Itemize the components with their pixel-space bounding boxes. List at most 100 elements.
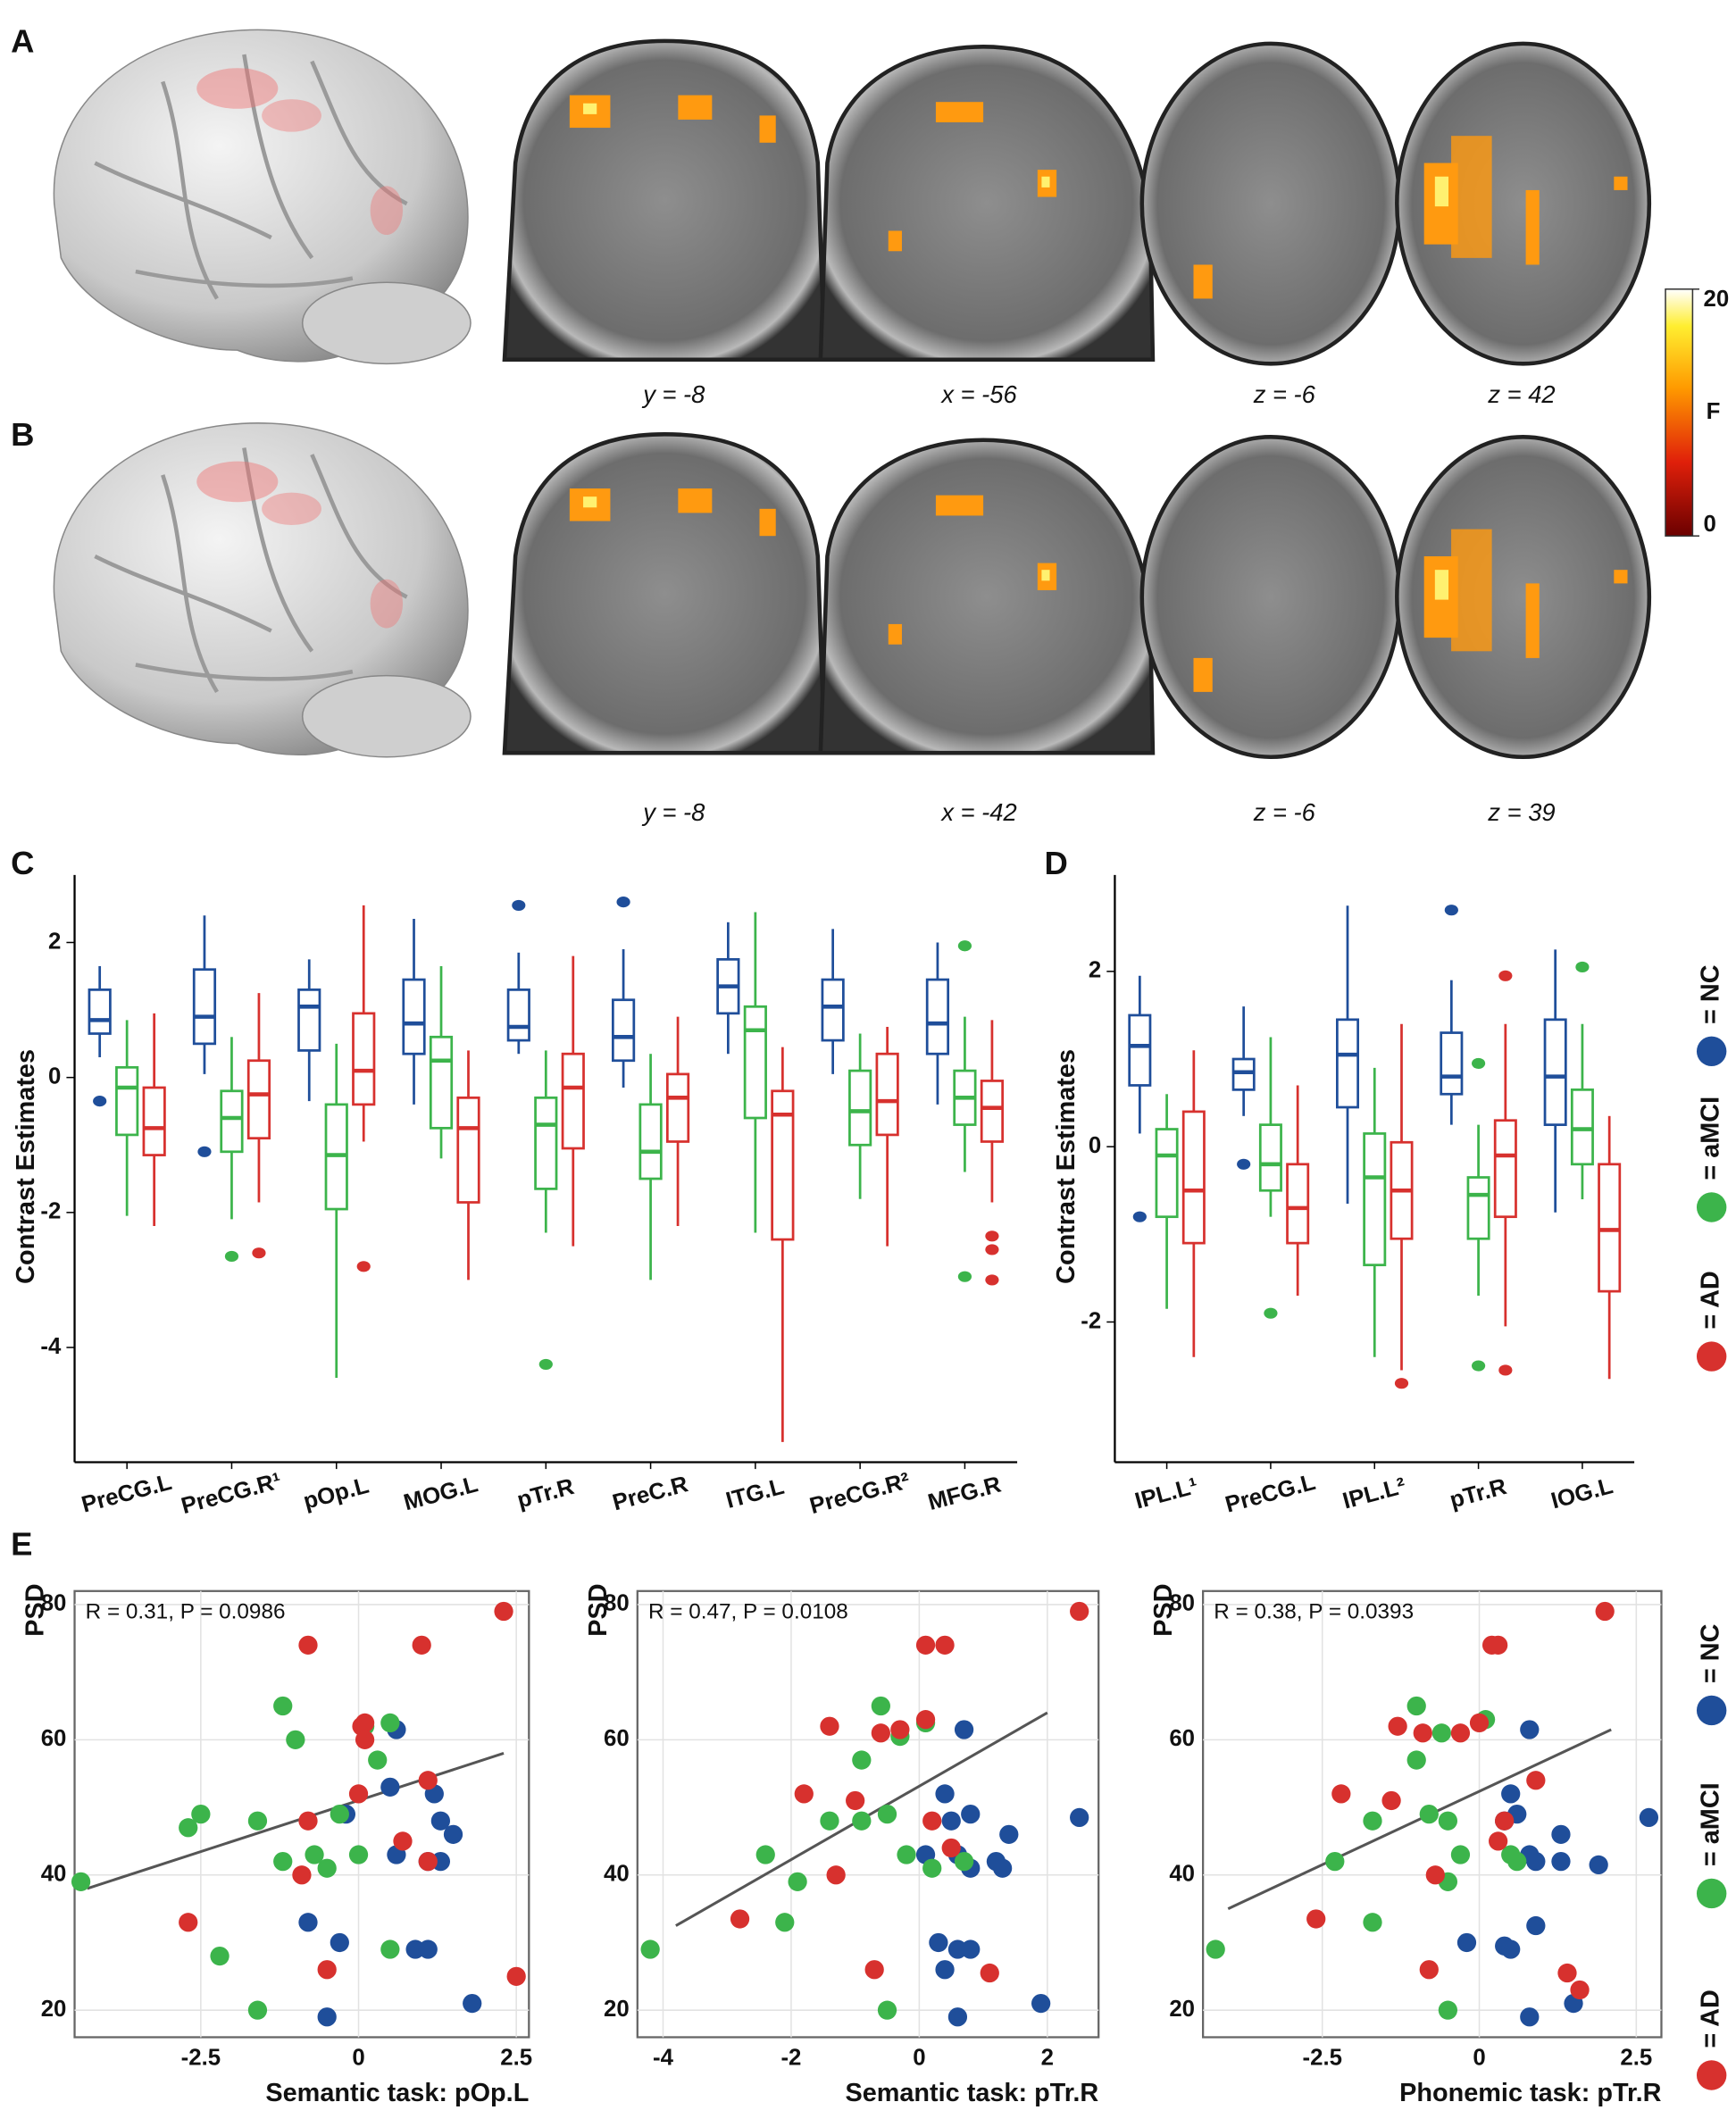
- y-axis-label: PSD: [21, 1583, 50, 1636]
- x-tick-label: pTr.R: [1447, 1474, 1509, 1514]
- point: [775, 1913, 795, 1932]
- outlier: [356, 1261, 371, 1272]
- x-tick-label: PreCG.L: [79, 1470, 174, 1518]
- box: [1128, 1013, 1152, 1087]
- point: [1438, 2000, 1458, 2020]
- box: [1543, 1018, 1567, 1126]
- outlier: [1237, 1158, 1251, 1170]
- colorbar-tick-label: 0: [1704, 512, 1716, 537]
- x-tick-label: IOG.L: [1548, 1473, 1615, 1514]
- brain-row-a: [54, 29, 1651, 363]
- box: [534, 1096, 558, 1190]
- x-tick-label: PreC.R: [610, 1472, 691, 1515]
- point: [317, 2007, 337, 2027]
- y-tick-label: 60: [1169, 1726, 1195, 1751]
- colorbar-label: F: [1707, 399, 1721, 424]
- point: [1489, 1831, 1508, 1851]
- outlier: [252, 1247, 266, 1259]
- point: [298, 1913, 318, 1932]
- point: [897, 1845, 916, 1864]
- point: [305, 1845, 324, 1864]
- point: [820, 1811, 839, 1831]
- outlier: [1264, 1307, 1278, 1319]
- y-axis-label: Contrast Estimates: [1052, 1049, 1081, 1284]
- point: [915, 1635, 936, 1655]
- panel-label: A: [11, 23, 34, 60]
- point: [1431, 1723, 1451, 1743]
- point: [929, 1932, 948, 1953]
- x-tick-label: IPL.L¹: [1132, 1473, 1200, 1514]
- x-axis-label: Phonemic task: pTr.R: [1399, 2079, 1661, 2107]
- panel-label: B: [11, 416, 34, 453]
- annotation: R = 0.47, P = 0.0108: [648, 1600, 848, 1624]
- x-tick-label: 2.5: [1620, 2046, 1652, 2071]
- box: [220, 1089, 244, 1154]
- point: [506, 1966, 526, 1986]
- box: [980, 1080, 1005, 1143]
- legend-marker: [1696, 1341, 1727, 1372]
- point: [330, 1804, 349, 1824]
- point: [1438, 1811, 1458, 1831]
- point: [380, 1939, 400, 1959]
- point: [992, 1858, 1013, 1878]
- slice-label: z = 39: [1487, 798, 1555, 826]
- point: [1469, 1713, 1490, 1733]
- point: [1306, 1909, 1326, 1929]
- point: [922, 1811, 942, 1831]
- x-tick-label: ITG.L: [723, 1474, 787, 1514]
- point: [947, 2007, 968, 2027]
- x-tick-label: 2: [1041, 2046, 1054, 2071]
- point: [640, 1939, 660, 1959]
- y-tick-label: 80: [41, 1591, 67, 1616]
- box: [192, 968, 217, 1046]
- legend-label: = aMCI: [1696, 1782, 1724, 1866]
- point: [1520, 1720, 1540, 1739]
- box: [456, 1096, 480, 1204]
- point: [1450, 1723, 1471, 1743]
- box: [771, 1089, 795, 1241]
- point: [273, 1851, 293, 1872]
- box: [848, 1069, 872, 1147]
- point: [820, 1716, 839, 1736]
- y-axis-label: PSD: [1149, 1583, 1178, 1636]
- outlier: [1132, 1211, 1147, 1222]
- brain-row-b: [54, 423, 1651, 757]
- point: [1419, 1804, 1439, 1824]
- outlier: [1471, 1057, 1486, 1069]
- box: [1286, 1163, 1310, 1245]
- outlier: [985, 1244, 999, 1255]
- box: [1440, 1031, 1464, 1096]
- panel-label: D: [1044, 845, 1067, 881]
- slice-label: z = -6: [1253, 798, 1316, 826]
- box: [115, 1065, 139, 1137]
- outlier: [957, 940, 972, 952]
- point: [1031, 1993, 1051, 2014]
- point: [935, 1635, 955, 1655]
- outlier: [512, 899, 526, 911]
- panel-label: C: [11, 845, 34, 881]
- x-tick-label: PreCG.L: [1223, 1470, 1318, 1518]
- point: [941, 1811, 961, 1831]
- point: [954, 1720, 974, 1739]
- point: [1456, 1932, 1477, 1953]
- outlier: [1394, 1378, 1409, 1389]
- point: [826, 1865, 846, 1885]
- point: [418, 1851, 438, 1872]
- point: [846, 1790, 865, 1811]
- point: [954, 1851, 974, 1872]
- y-tick-label: 40: [604, 1862, 630, 1887]
- box: [821, 978, 845, 1042]
- point: [1450, 1845, 1471, 1864]
- x-tick-label: MOG.L: [401, 1472, 480, 1515]
- point: [247, 2000, 268, 2020]
- y-tick-label: 40: [41, 1862, 67, 1887]
- point: [1589, 1855, 1608, 1875]
- legend-label: = AD: [1696, 1271, 1724, 1329]
- y-tick-label: 2: [1089, 958, 1101, 983]
- point: [1526, 1771, 1546, 1790]
- box: [1181, 1110, 1206, 1245]
- point: [348, 1845, 369, 1864]
- point: [1501, 1784, 1521, 1804]
- point: [430, 1811, 451, 1831]
